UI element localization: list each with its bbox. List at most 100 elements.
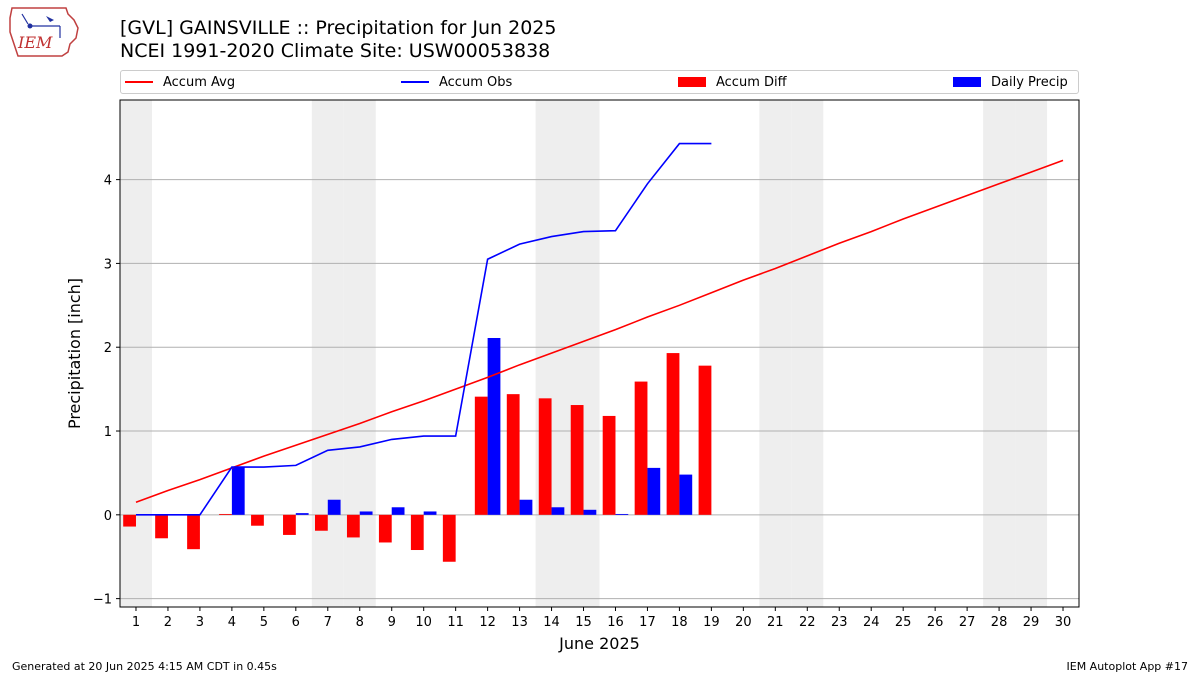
weekend-shade (567, 100, 600, 607)
x-tick-label: 16 (607, 615, 624, 630)
x-tick-label: 11 (447, 615, 464, 630)
accum-diff-bar (187, 514, 200, 550)
chart-subtitle: NCEI 1991-2020 Climate Site: USW00053838 (120, 40, 551, 62)
legend-label: Accum Obs (439, 74, 513, 90)
x-tick-label: 9 (388, 615, 396, 630)
daily-precip-bar (359, 511, 373, 515)
x-tick-label: 26 (927, 615, 944, 630)
weekend-shade (759, 100, 792, 607)
x-tick-label: 24 (863, 615, 880, 630)
legend-swatch (125, 81, 153, 83)
legend-label: Accum Avg (163, 74, 236, 90)
x-tick-label: 25 (895, 615, 912, 630)
daily-precip-bar (487, 337, 501, 515)
x-tick-label: 18 (671, 615, 688, 630)
x-tick-label: 30 (1055, 615, 1072, 630)
daily-precip-bar (391, 507, 405, 515)
x-tick-label: 5 (260, 615, 268, 630)
accum-diff-bar (283, 514, 296, 535)
daily-precip-bar (327, 499, 341, 515)
daily-precip-bar (231, 467, 245, 515)
daily-precip-bar (551, 507, 565, 515)
x-tick-label: 7 (324, 615, 332, 630)
x-tick-label: 23 (831, 615, 848, 630)
daily-precip-bar (519, 499, 533, 515)
daily-precip-bar (295, 513, 309, 515)
x-tick-label: 1 (132, 615, 140, 630)
daily-precip-bar (647, 467, 661, 515)
x-tick-label: 14 (543, 615, 560, 630)
accum-diff-bar (570, 405, 584, 515)
x-tick-label: 12 (479, 615, 496, 630)
accum-diff-bar (219, 513, 232, 515)
x-tick-label: 10 (415, 615, 432, 630)
accum-avg-line (135, 159, 1064, 503)
generated-footer: Generated at 20 Jun 2025 4:15 AM CDT in … (12, 660, 277, 673)
accum-diff-bar (634, 381, 648, 515)
y-tick-label: 0 (104, 509, 112, 524)
plot-frame (119, 99, 1080, 608)
y-tick-label: 1 (104, 425, 112, 440)
y-tick-label: 4 (104, 174, 112, 189)
weekend-shade (1015, 100, 1048, 607)
weekend-shade (791, 100, 824, 607)
accum-diff-bar (314, 514, 328, 531)
x-tick-label: 27 (959, 615, 976, 630)
y-tick-label: 2 (104, 341, 112, 356)
x-tick-label: 2 (164, 615, 172, 630)
y-tick-label: 3 (104, 257, 112, 272)
y-axis-label: Precipitation [inch] (65, 278, 84, 429)
x-tick-label: 21 (767, 615, 784, 630)
daily-precip-bar (583, 509, 597, 515)
accum-diff-bar (442, 514, 456, 562)
weekend-shade (311, 100, 344, 607)
daily-precip-bar (615, 513, 629, 515)
x-tick-label: 8 (356, 615, 364, 630)
accum-obs-line (135, 142, 712, 516)
chart-legend: Accum Avg Accum Obs Accum Diff Daily Pre… (120, 70, 1079, 94)
weekend-shade (983, 100, 1016, 607)
weekend-shade (120, 100, 152, 607)
legend-label: Daily Precip (991, 74, 1068, 90)
daily-precip-bar (423, 511, 437, 515)
app-footer: IEM Autoplot App #17 (1066, 660, 1189, 673)
legend-label: Accum Diff (716, 74, 787, 90)
legend-item-accum-obs: Accum Obs (401, 71, 512, 93)
x-tick-label: 17 (639, 615, 656, 630)
accum-diff-bar (155, 514, 168, 539)
x-tick-label: 15 (575, 615, 592, 630)
accum-diff-bar (123, 514, 136, 527)
accum-diff-bar (538, 398, 552, 515)
daily-precip-bar (679, 474, 693, 515)
accum-diff-bar (410, 514, 424, 551)
legend-item-accum-diff: Accum Diff (678, 71, 787, 93)
iem-logo: IEM (6, 4, 82, 60)
accum-diff-bar (666, 353, 680, 515)
accum-diff-bar (378, 514, 392, 543)
x-tick-label: 13 (511, 615, 528, 630)
accum-diff-bar (251, 514, 264, 526)
legend-item-accum-avg: Accum Avg (125, 71, 235, 93)
accum-diff-bar (346, 514, 360, 538)
accum-diff-bar (506, 394, 520, 515)
accum-diff-bar (698, 365, 712, 515)
x-tick-label: 29 (1023, 615, 1040, 630)
x-tick-label: 3 (196, 615, 204, 630)
x-tick-label: 22 (799, 615, 816, 630)
x-tick-label: 20 (735, 615, 752, 630)
x-tick-label: 6 (292, 615, 300, 630)
legend-swatch (953, 77, 981, 87)
y-tick-label: −1 (93, 593, 112, 608)
chart-title: [GVL] GAINSVILLE :: Precipitation for Ju… (120, 17, 557, 39)
logo-text: IEM (17, 33, 53, 52)
accum-diff-bar (474, 396, 488, 515)
x-tick-label: 19 (703, 615, 720, 630)
legend-swatch (678, 77, 706, 87)
x-tick-label: 4 (228, 615, 236, 630)
x-axis-label: June 2025 (558, 634, 640, 653)
x-tick-label: 28 (991, 615, 1008, 630)
legend-item-daily-precip: Daily Precip (953, 71, 1068, 93)
legend-swatch (401, 81, 429, 83)
accum-diff-bar (602, 415, 616, 515)
